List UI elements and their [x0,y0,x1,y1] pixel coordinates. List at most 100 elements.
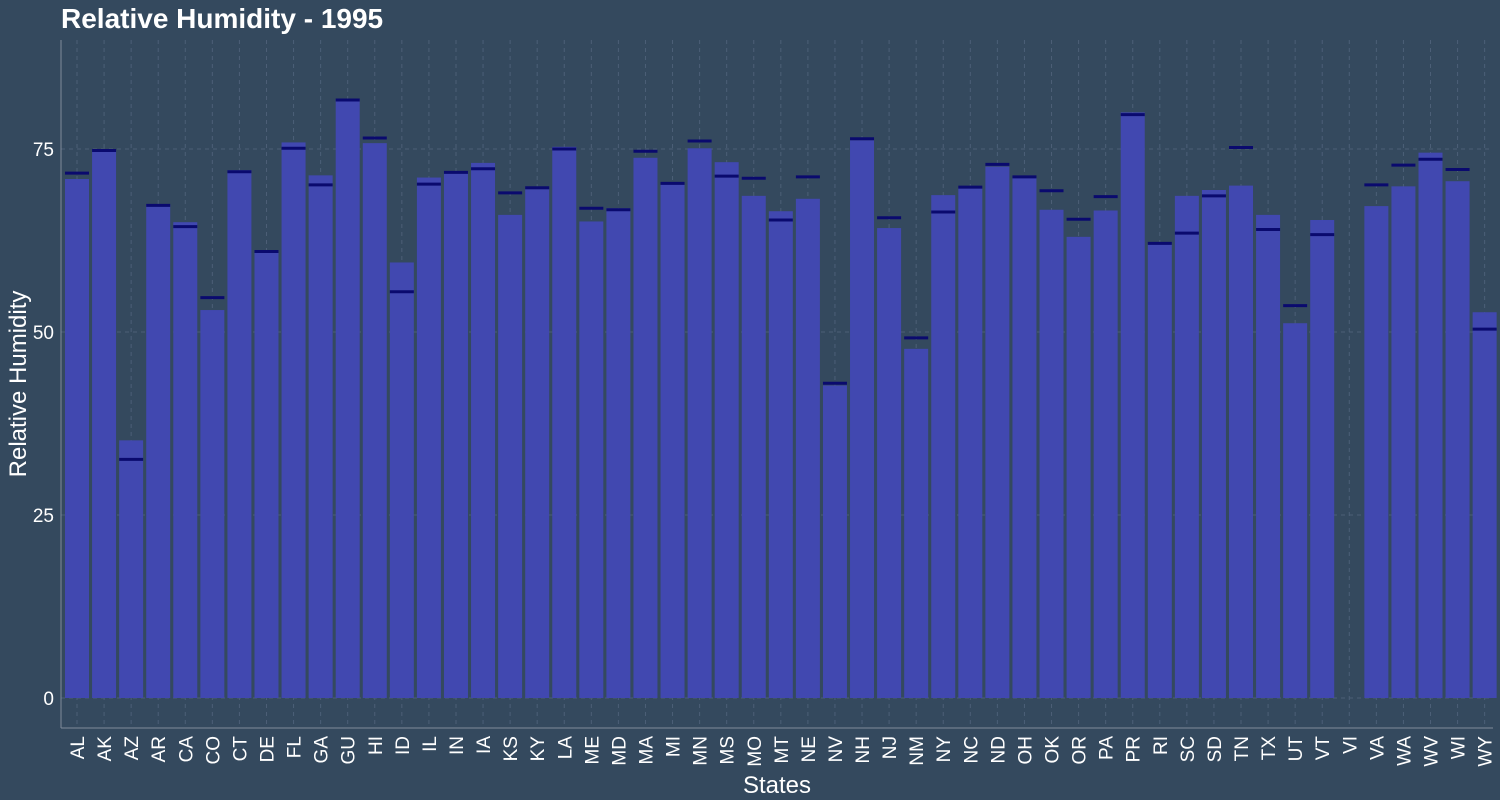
bar [254,251,279,699]
bar [335,99,360,698]
bar [660,184,685,699]
x-tick-label: AZ [122,736,143,761]
x-tick-label: IN [447,736,468,755]
x-tick-label: VI [1340,736,1361,754]
x-tick-label: ND [988,736,1009,763]
bar [146,204,171,698]
x-tick-label: GA [312,736,333,764]
bar [1364,206,1389,698]
x-tick-label: TN [1232,736,1253,761]
bar [606,208,631,699]
x-tick-label: DE [257,736,278,762]
bar [227,170,252,698]
x-tick-label: WA [1394,736,1415,766]
x-tick-label: WI [1449,736,1470,759]
x-tick-label: MS [718,736,739,765]
bar [1147,243,1172,699]
x-tick-label: OK [1043,736,1064,764]
bar [308,175,333,699]
bar [579,221,604,698]
x-tick-labels: AL AK AZ AR CA CO CT DE FL GA GU HI ID IL IN IA KS KY LA ME… [68,736,1497,767]
x-tick-label: MN [691,736,712,766]
x-tick-label: FL [285,736,306,758]
bar [985,166,1010,698]
x-tick-label: NE [799,736,820,762]
bar [525,189,550,698]
bar [1120,112,1145,698]
bar [1229,185,1254,699]
x-tick-label: GU [339,736,360,765]
bar [119,440,144,698]
x-tick-label: WV [1422,736,1443,767]
x-tick-label: PR [1124,736,1145,762]
x-tick-label: RI [1151,736,1172,755]
bar [65,179,89,699]
bar [1201,189,1226,698]
x-tick-label: NY [934,736,955,763]
bar [687,148,712,698]
x-tick-label: SC [1178,736,1199,762]
bar [1445,181,1470,698]
markers [65,98,1497,461]
x-tick-label: OH [1015,736,1036,765]
bar [795,198,820,698]
bar [958,188,983,698]
bar [822,385,847,698]
x-tick-label: HI [366,736,387,755]
x-tick-label: ID [393,736,414,755]
bar [200,310,225,698]
x-tick-label: MI [664,736,685,757]
x-axis-title: States [743,772,811,799]
x-tick-label: IL [420,736,441,752]
bar [1283,323,1308,698]
x-tick-label: SD [1205,736,1226,762]
chart-title: Relative Humidity - 1995 [61,3,383,34]
bar [1174,195,1199,698]
x-tick-label: TX [1259,736,1280,761]
bar [1256,214,1281,698]
x-tick-label: AL [68,736,89,759]
bar [443,170,468,698]
bar [1039,209,1064,699]
x-tick-label: WY [1476,736,1497,767]
bar [904,348,929,698]
bar [362,143,387,699]
bar [768,211,793,698]
y-tick-labels: 0 25 50 75 [33,140,54,710]
x-tick-label: VT [1313,736,1334,761]
x-tick-label: LA [555,736,576,760]
x-tick-label: NH [853,736,874,763]
bar [1093,210,1118,698]
x-tick-label: CA [176,736,197,763]
x-tick-label: CO [203,736,224,765]
x-tick-label: NC [961,736,982,763]
bar [741,195,766,698]
bar [416,177,441,699]
bar [498,214,523,698]
bar [877,228,902,698]
bar [633,157,658,698]
x-tick-label: NV [826,736,847,763]
bar [1418,152,1443,698]
x-tick-label: ME [582,736,603,765]
x-tick-label: NM [907,736,928,766]
x-tick-label: MA [636,736,657,765]
bar [92,149,117,698]
x-tick-label: AK [95,736,116,762]
x-tick-label: OR [1070,736,1091,765]
bar [714,162,739,698]
bar [931,195,956,698]
bars [65,99,1497,699]
x-tick-label: MT [772,736,793,764]
y-tick-label: 0 [43,689,54,710]
x-tick-label: KY [528,736,549,762]
y-axis-title: Relative Humidity [5,291,32,478]
bar [1310,220,1335,698]
bar [1472,312,1497,698]
bar [1012,176,1037,699]
bar [552,146,577,698]
x-tick-label: NJ [880,736,901,759]
y-tick-label: 25 [33,506,54,527]
bar [389,262,414,698]
